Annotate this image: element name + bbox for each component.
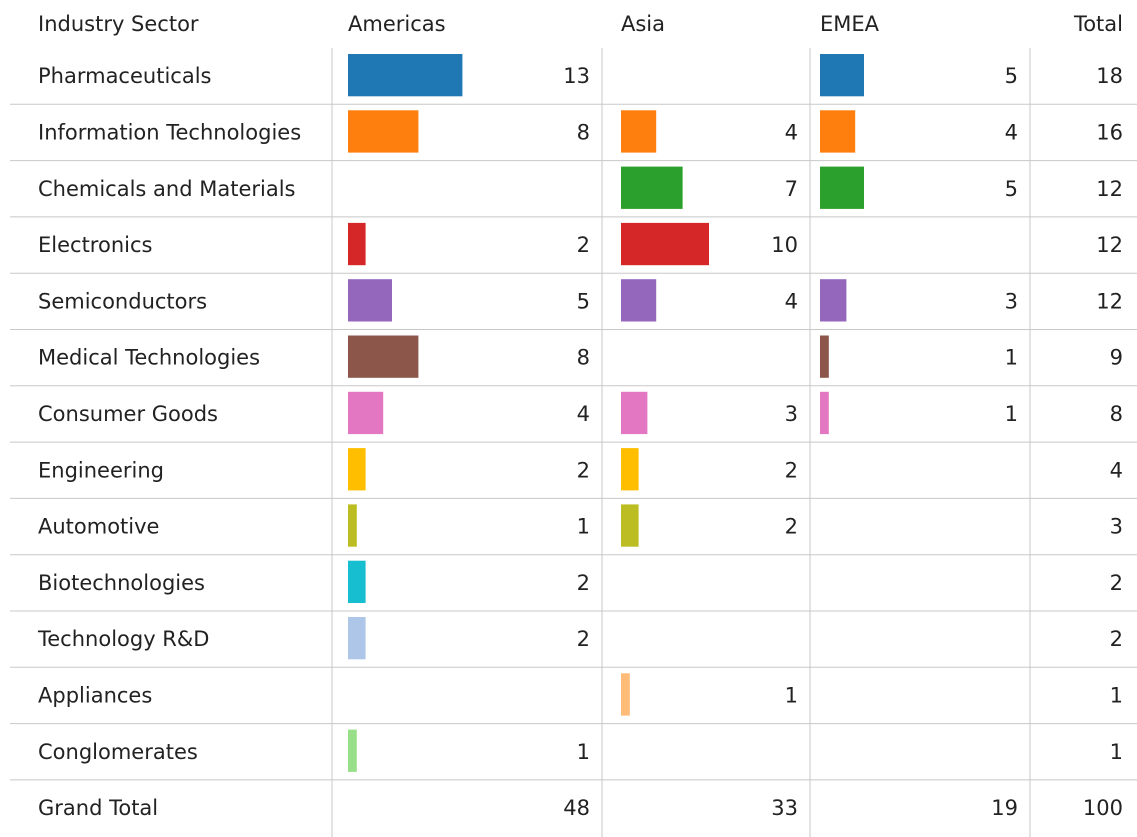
- bar: [348, 222, 366, 266]
- bar: [621, 166, 683, 209]
- cell-value: 3: [1005, 289, 1018, 313]
- bar: [621, 673, 630, 716]
- cell-value: 5: [1005, 177, 1018, 201]
- bar: [621, 504, 639, 547]
- bar: [820, 335, 829, 378]
- cell-value: 10: [771, 233, 798, 257]
- cell-value: 3: [1110, 515, 1123, 539]
- bar: [820, 279, 847, 322]
- column-header: Asia: [621, 12, 665, 36]
- cell-value: 48: [563, 796, 590, 820]
- cell-value: 4: [577, 402, 590, 426]
- bar: [348, 729, 357, 772]
- cell-value: 1: [1110, 683, 1123, 707]
- cell-value: 1: [1005, 402, 1018, 426]
- cell-value: 2: [577, 627, 590, 651]
- cell-value: 2: [1110, 627, 1123, 651]
- cell-value: 1: [577, 515, 590, 539]
- row-label: Biotechnologies: [38, 571, 205, 595]
- cell-value: 8: [1110, 402, 1123, 426]
- cell-value: 4: [1005, 120, 1018, 144]
- cell-value: 4: [1110, 458, 1123, 482]
- cell-value: 1: [577, 740, 590, 764]
- bar: [820, 166, 864, 209]
- cell-value: 2: [785, 515, 798, 539]
- row-label: Semiconductors: [38, 289, 207, 313]
- cell-value: 12: [1096, 233, 1123, 257]
- row-label: Appliances: [38, 683, 152, 707]
- cell-value: 5: [577, 289, 590, 313]
- bar: [348, 335, 419, 378]
- column-header: Industry Sector: [38, 12, 199, 36]
- cell-value: 2: [577, 571, 590, 595]
- bar: [348, 560, 366, 603]
- row-label: Chemicals and Materials: [38, 177, 296, 201]
- cell-value: 100: [1083, 796, 1123, 820]
- cell-value: 8: [577, 346, 590, 370]
- cell-value: 2: [1110, 571, 1123, 595]
- column-header: Total: [1073, 12, 1123, 36]
- row-label: Conglomerates: [38, 740, 198, 764]
- bar: [348, 448, 366, 491]
- bar: [820, 110, 856, 153]
- bar: [621, 222, 709, 266]
- row-label: Consumer Goods: [38, 402, 218, 426]
- cell-value: 4: [785, 289, 798, 313]
- bar: [348, 391, 384, 435]
- cell-value: 7: [785, 177, 798, 201]
- cell-value: 16: [1096, 120, 1123, 144]
- row-label: Information Technologies: [38, 120, 301, 144]
- bar: [348, 617, 366, 660]
- bar: [348, 279, 392, 322]
- bar: [621, 391, 648, 435]
- cell-value: 12: [1096, 289, 1123, 313]
- cell-value: 9: [1110, 346, 1123, 370]
- cell-value: 12: [1096, 177, 1123, 201]
- bar: [621, 110, 657, 153]
- column-header: EMEA: [820, 12, 880, 36]
- bar: [348, 110, 419, 153]
- bar: [820, 54, 864, 97]
- cell-value: 5: [1005, 64, 1018, 88]
- row-label: Grand Total: [38, 796, 158, 820]
- row-label: Engineering: [38, 458, 164, 482]
- row-label: Technology R&D: [37, 627, 209, 651]
- bar: [621, 448, 639, 491]
- cell-value: 33: [771, 796, 798, 820]
- cell-value: 1: [1110, 740, 1123, 764]
- bar: [621, 279, 657, 322]
- row-label: Automotive: [38, 515, 159, 539]
- bar: [348, 54, 463, 97]
- cell-value: 18: [1096, 64, 1123, 88]
- cell-value: 2: [785, 458, 798, 482]
- bar: [820, 391, 829, 435]
- bar: [348, 504, 357, 547]
- cell-value: 1: [1005, 346, 1018, 370]
- row-label: Electronics: [38, 233, 152, 257]
- cell-value: 19: [991, 796, 1018, 820]
- cell-value: 2: [577, 458, 590, 482]
- cell-value: 2: [577, 233, 590, 257]
- cell-value: 13: [563, 64, 590, 88]
- cell-value: 3: [785, 402, 798, 426]
- cell-value: 4: [785, 120, 798, 144]
- column-header: Americas: [348, 12, 446, 36]
- cell-value: 8: [577, 120, 590, 144]
- row-label: Pharmaceuticals: [38, 64, 211, 88]
- cell-value: 1: [785, 683, 798, 707]
- row-label: Medical Technologies: [38, 346, 260, 370]
